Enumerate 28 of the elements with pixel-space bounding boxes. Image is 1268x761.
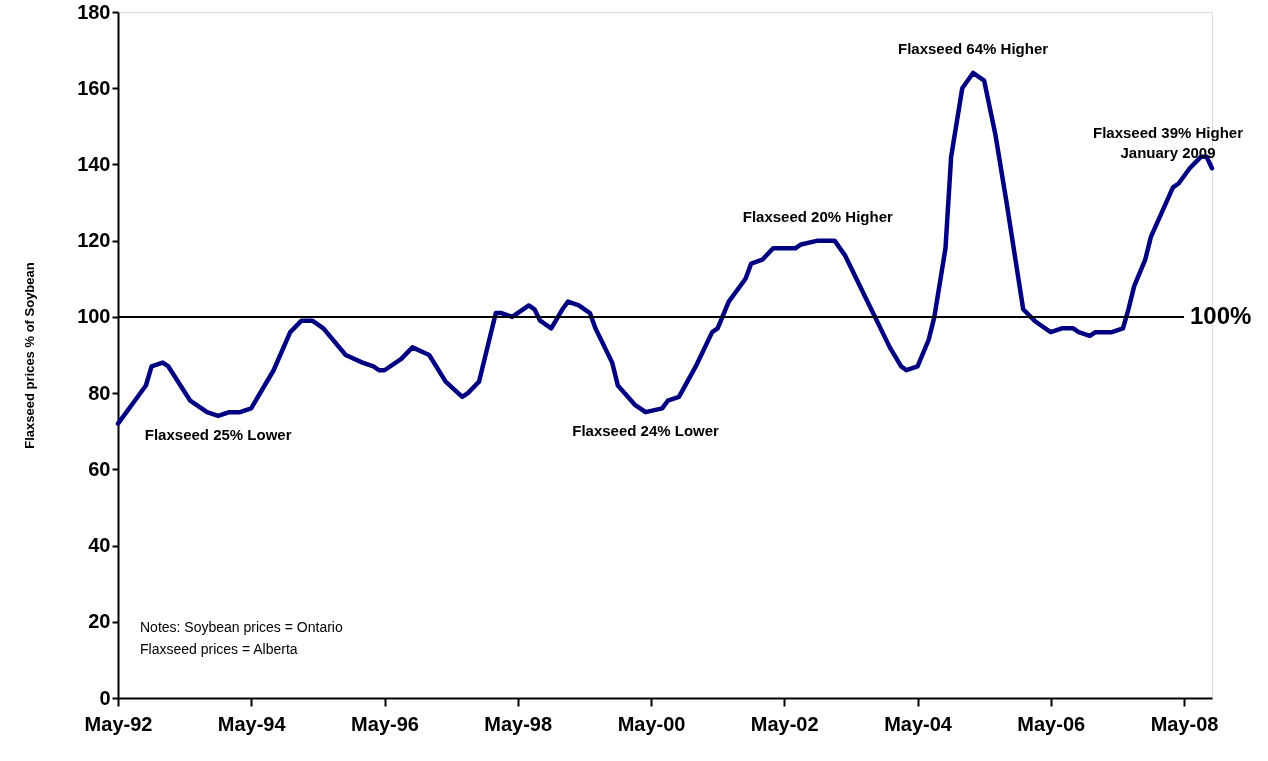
x-tick-label: May-04 bbox=[884, 712, 953, 735]
annotation: Flaxseed 20% Higher bbox=[742, 207, 893, 225]
annotation: Flaxseed 64% Higher bbox=[897, 39, 1049, 57]
y-tick-label: 80 bbox=[88, 381, 111, 404]
y-tick-label: 20 bbox=[88, 610, 111, 633]
y-tick-label: 180 bbox=[77, 0, 111, 23]
x-tick-label: May-08 bbox=[1150, 712, 1219, 735]
x-tick-label: May-00 bbox=[617, 712, 686, 735]
annotation: Notes: Soybean prices = Ontario bbox=[140, 619, 343, 635]
y-tick-label: 40 bbox=[88, 534, 111, 557]
x-tick-label: May-96 bbox=[351, 712, 419, 735]
x-tick-label: May-92 bbox=[84, 712, 153, 735]
y-axis-title: Flaxseed prices % of Soybean bbox=[22, 262, 38, 449]
x-tick-label: May-06 bbox=[1017, 712, 1086, 735]
y-tick-label: 160 bbox=[77, 76, 111, 99]
y-tick-label: 140 bbox=[77, 152, 111, 175]
ref-line-label: 100% bbox=[1190, 301, 1252, 329]
x-tick-label: May-98 bbox=[484, 712, 553, 735]
x-tick-label: May-94 bbox=[217, 712, 287, 735]
annotation: Flaxseed 39% Higher January 2009 bbox=[1092, 123, 1244, 161]
annotation: Flaxseed 25% Lower bbox=[144, 425, 292, 443]
annotation: Flaxseed prices = Alberta bbox=[140, 641, 298, 657]
annotation: Flaxseed 24% Lower bbox=[572, 422, 720, 440]
y-tick-label: 60 bbox=[88, 457, 111, 480]
y-tick-label: 100 bbox=[77, 305, 111, 328]
y-tick-label: 0 bbox=[99, 686, 111, 709]
y-tick-label: 120 bbox=[77, 229, 111, 252]
x-tick-label: May-02 bbox=[750, 712, 819, 735]
